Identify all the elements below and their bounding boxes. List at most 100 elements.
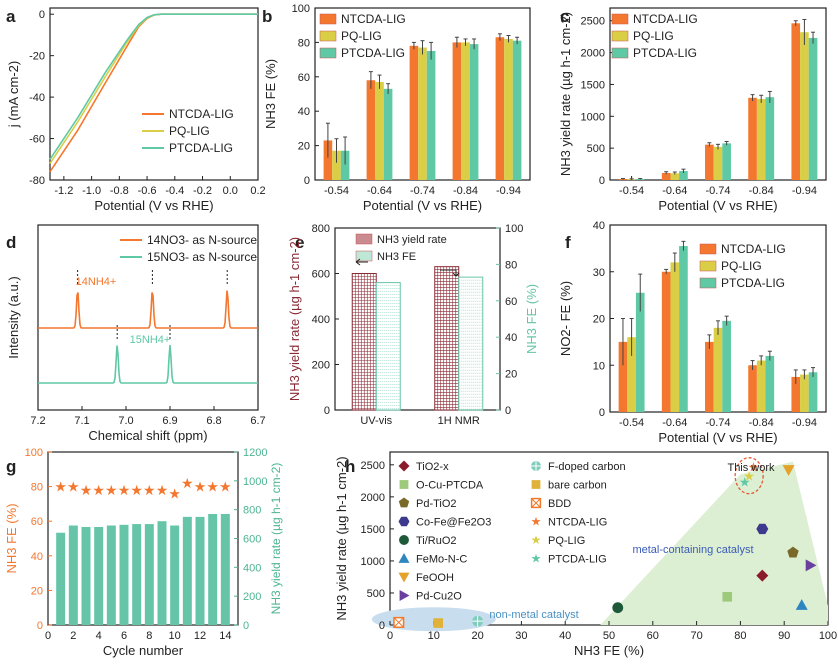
x-tick-label: 6	[121, 630, 127, 642]
legend-label: PQ-LIG	[341, 29, 382, 43]
bar-pq-lig	[713, 146, 723, 180]
legend-label: PTCDA-LIG	[633, 46, 697, 60]
marker-pd-cu2o	[805, 559, 817, 572]
marker-f-doped carbon-cross	[472, 615, 483, 627]
y-axis-label: j (mA cm-2)	[6, 61, 21, 128]
star-marker: ★	[54, 479, 67, 495]
x-tick-label: 0.2	[250, 185, 265, 197]
bar-pq-lig	[627, 337, 636, 412]
y-tick-label-right: 60	[505, 296, 517, 308]
panel-f: f 0 10 20 30 40 -0.54 -0.64 -0.74 -0.84 -0.94 Poten…	[558, 220, 827, 445]
legend-label: TiO2-x	[416, 461, 449, 473]
legend-label: F-doped carbon	[548, 461, 626, 473]
x-tick-label: -0.94	[792, 185, 817, 197]
x-tick-label: 60	[647, 630, 659, 642]
star-marker: ★	[130, 482, 143, 498]
y-tick-label: 40	[31, 551, 43, 563]
x-tick-label: 7.1	[74, 415, 89, 427]
x-tick-label: 0.0	[223, 185, 238, 197]
star-marker: ★	[92, 482, 105, 498]
x-tick-label: -1.0	[82, 185, 101, 197]
y-tick-label: 20	[298, 141, 310, 153]
y-tick-label: 2500	[361, 460, 385, 472]
y-axis-label-right: NH3 yield rate (µg h-1 cm-2)	[269, 463, 283, 615]
legend-swatch	[699, 260, 717, 272]
metal-region	[600, 461, 828, 625]
legend-label: PTCDA-LIG	[169, 141, 233, 155]
y-tick-label-right: 400	[243, 562, 261, 574]
x-tick-label: -0.2	[193, 185, 212, 197]
bar-yield-rate	[157, 521, 167, 625]
y-tick-label: 500	[587, 143, 605, 155]
y-tick-label-right: 600	[243, 534, 261, 546]
marker-ti/ruo2	[399, 535, 409, 545]
y-tick-label: 20	[31, 585, 43, 597]
bar-ntcda-lig	[748, 365, 757, 412]
legend-label: FeOOH	[416, 572, 454, 584]
y-tick-label: 600	[312, 269, 330, 281]
x-tick-label: 10	[428, 630, 440, 642]
bar-ptcda-lig	[340, 150, 350, 180]
x-tick-label: -0.94	[792, 417, 817, 429]
star-marker: ★	[181, 475, 194, 491]
peak-label: 14NH4+	[76, 276, 117, 288]
y-tick-label: -80	[29, 175, 45, 187]
bar-yield-rate	[106, 525, 116, 625]
legend-label: PQ-LIG	[548, 535, 585, 547]
star-marker: ★	[156, 482, 169, 498]
legend-label: NTCDA-LIG	[341, 12, 406, 26]
y-tick-label: 80	[31, 482, 43, 494]
marker-bare carbon	[433, 618, 443, 628]
legend-label: Ti/RuO2	[416, 535, 457, 547]
panel-d: d 7.2 7.1 7.0 6.9 6.8 6.7 Chemical shift (ppm) I…	[6, 224, 266, 443]
y-tick-label: 0	[599, 175, 605, 187]
x-tick-label: 4	[96, 630, 102, 642]
legend-swatch	[319, 30, 337, 42]
bar-yield-rate	[81, 526, 91, 625]
legend-swatch	[699, 277, 717, 289]
legend-label: NTCDA-LIG	[169, 107, 234, 121]
panel-label: f	[565, 233, 571, 252]
bar-ntcda-lig	[705, 144, 714, 180]
y-tick-label: -20	[29, 51, 45, 63]
x-tick-label: -0.54	[324, 185, 349, 197]
x-tick-label: 2	[70, 630, 76, 642]
star-marker: ★	[168, 486, 181, 502]
x-tick-label: 10	[169, 630, 181, 642]
panel-label: d	[6, 233, 16, 252]
marker-o-cu-ptcda	[722, 592, 733, 602]
x-tick-label: -0.54	[619, 417, 644, 429]
x-tick-label: 40	[559, 630, 571, 642]
legend-label: Co-Fe@Fe2O3	[416, 517, 491, 529]
x-tick-label: -0.64	[367, 185, 392, 197]
y-tick-label-right: 40	[505, 332, 517, 344]
panel-label: c	[560, 7, 569, 26]
bar-yield-rate	[144, 524, 154, 625]
bar-pq-lig	[418, 47, 427, 181]
bar-ptcda-lig	[808, 37, 818, 181]
x-tick-label: -0.84	[749, 185, 774, 197]
y-tick-label: 0	[304, 175, 310, 187]
x-tick-label: 90	[778, 630, 790, 642]
legend-label: NTCDA-LIG	[633, 12, 698, 26]
x-tick-label: 8	[146, 630, 152, 642]
y-tick-label: 200	[312, 360, 330, 372]
bar-yield-rate	[94, 526, 104, 625]
y-tick-label: 40	[593, 220, 605, 232]
x-tick-label: 1H NMR	[438, 415, 480, 427]
marker-bdd-cross	[531, 498, 541, 508]
bar-ptcda-lig	[679, 171, 688, 180]
marker-pq-lig: ★	[531, 533, 542, 547]
y-tick-label: 1000	[581, 111, 605, 123]
marker-pd-tio2	[398, 497, 410, 508]
y-axis-label-left: NH3 yield rate (µg h-1 cm-2)	[287, 237, 302, 401]
x-tick-label: -0.74	[410, 185, 435, 197]
panel-label: h	[345, 457, 355, 476]
y-tick-label: 60	[298, 72, 310, 84]
y-tick-label: -40	[29, 92, 45, 104]
this-work-circle	[734, 457, 764, 495]
y-tick-label: 800	[312, 223, 330, 235]
arrow-right-icon	[440, 269, 460, 277]
x-tick-label: 30	[515, 630, 527, 642]
x-tick-label: 7.2	[30, 415, 45, 427]
